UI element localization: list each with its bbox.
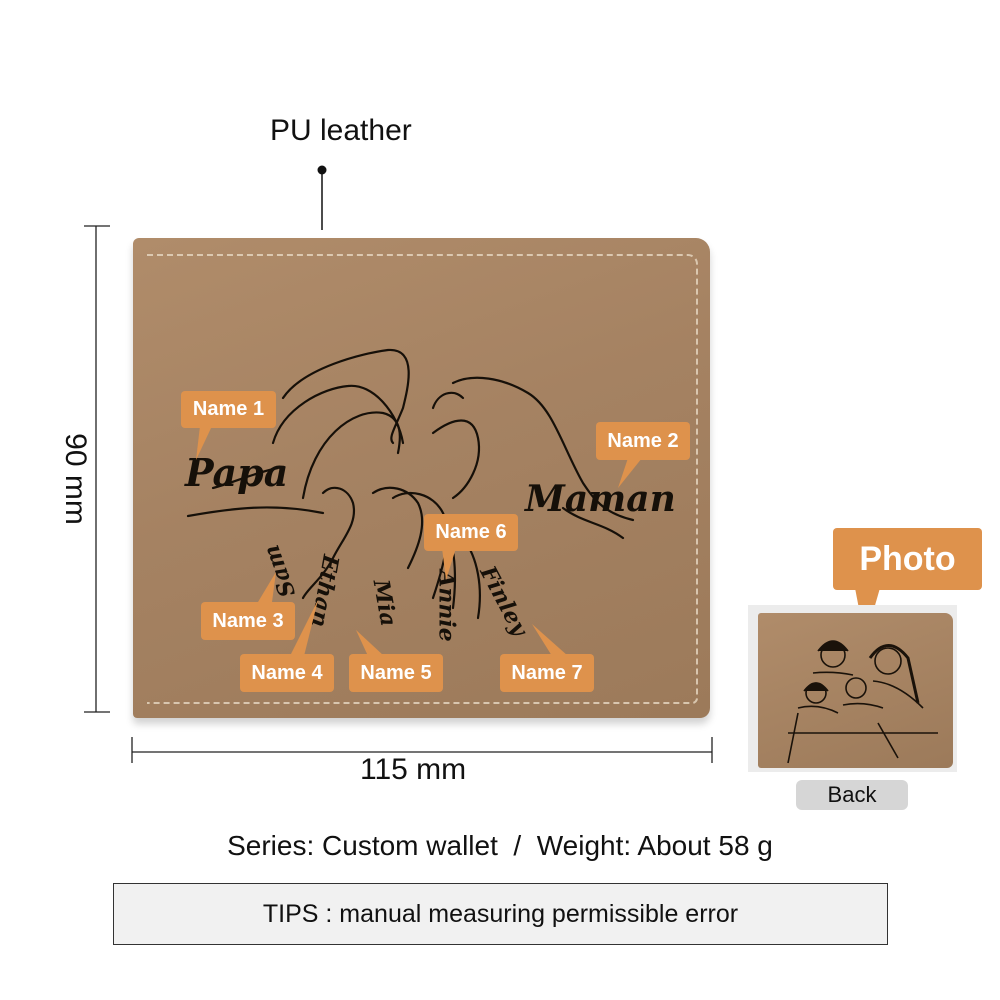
engraved-name-annie: Annie	[433, 570, 460, 642]
wallet-back-photo	[748, 605, 957, 772]
family-photo-engraving	[787, 640, 938, 764]
photo-callout: Photo	[833, 528, 982, 590]
heart-hands-engraving	[186, 348, 635, 620]
callout-name-2: Name 2	[596, 422, 690, 460]
callout-name-4: Name 4	[240, 654, 334, 692]
stitching	[147, 254, 698, 704]
width-dimension-line	[131, 737, 713, 763]
material-label: PU leather	[270, 114, 412, 147]
callout-name-1: Name 1	[181, 391, 276, 428]
back-view-button[interactable]: Back	[796, 780, 908, 810]
material-pointer	[317, 165, 327, 230]
wallet-front-image: Papa Maman Sam Ethan Mia Annie Finley	[133, 238, 710, 718]
wallet-back-image	[758, 613, 953, 768]
callout-name-6: Name 6	[424, 514, 518, 551]
callout-name-5: Name 5	[349, 654, 443, 692]
callout-name-7: Name 7	[500, 654, 594, 692]
height-label: 90 mm	[59, 433, 92, 525]
engraved-name-papa: Papa	[185, 450, 289, 495]
width-label: 115 mm	[360, 753, 467, 786]
callout-name-3: Name 3	[201, 602, 295, 640]
engraved-name-maman: Maman	[525, 478, 676, 520]
specs-text: Series: Custom wallet / Weight: About 58…	[227, 830, 773, 861]
height-dimension-line	[84, 225, 110, 713]
tips-box: TIPS : manual measuring permissible erro…	[113, 883, 888, 945]
